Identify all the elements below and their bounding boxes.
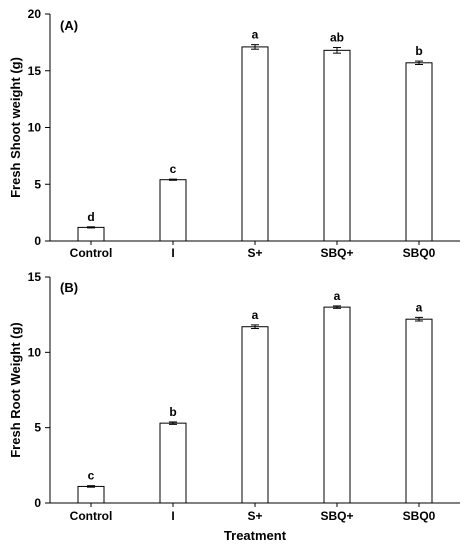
significance-letter: d [87,210,94,224]
x-tick-label: Control [70,246,113,260]
x-tick-label: SBQ+ [320,509,353,523]
significance-letter: ab [330,30,344,44]
bar-s- [241,46,269,242]
y-tick-label: 5 [34,177,41,191]
bar-sbq- [323,49,351,242]
panel-a-shoot-weight: 0 5 10 15 20 d Control c Ia S+ ab SBQ+ b SBQ0 (A) Fresh… [8,7,460,260]
y-axis-title: Fresh Shoot weight (g) [8,57,23,198]
x-axis-title: Treatment [224,528,287,543]
y-tick-label: 0 [34,234,41,248]
y-tick-label: 0 [34,496,41,510]
bar-sbq0 [405,62,433,242]
x-tick-label: S+ [247,509,262,523]
y-tick-label: 10 [28,345,42,359]
bar-s- [241,326,269,504]
significance-letter: b [415,44,422,58]
x-tick-label: SBQ0 [403,509,436,523]
significance-letter: a [252,308,259,322]
bar-i [159,422,187,504]
x-tick-label: I [171,246,174,260]
x-tick-label: Control [70,509,113,523]
x-tick-label: SBQ0 [403,246,436,260]
y-tick-label: 15 [28,270,42,284]
significance-letter: c [88,469,95,483]
significance-letter: a [416,300,423,314]
significance-letter: a [252,28,259,42]
y-tick-label: 10 [28,121,42,135]
bar-sbq0 [405,318,433,504]
bar-sbq- [323,306,351,504]
y-tick-label: 5 [34,421,41,435]
bar-control [77,485,105,504]
bar-i [159,179,187,242]
significance-letter: a [334,289,341,303]
x-tick-label: I [171,509,174,523]
panel-b-root-weight: 0 5 10 15 c Control b Ia S+ a SBQ+ a SBQ0 (B) Fresh Ro… [8,270,460,543]
bar-control [77,226,105,242]
x-tick-label: S+ [247,246,262,260]
significance-letter: c [170,162,177,176]
x-tick-label: SBQ+ [320,246,353,260]
panel-label: (B) [60,280,78,295]
significance-letter: b [169,405,176,419]
y-tick-label: 20 [28,7,42,21]
y-axis-title: Fresh Root Weight (g) [8,322,23,458]
y-tick-label: 15 [28,64,42,78]
panel-label: (A) [60,18,78,33]
